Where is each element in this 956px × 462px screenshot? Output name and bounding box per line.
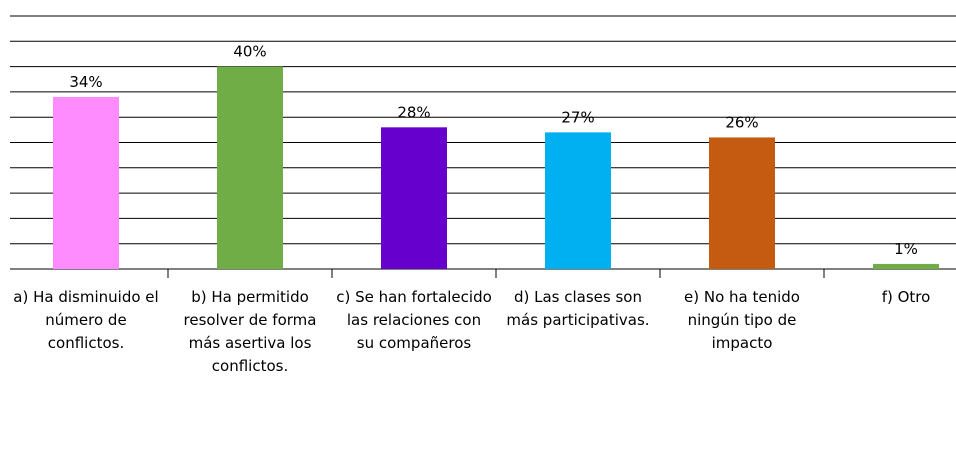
- x-tick-label: e) No ha tenido ningún tipo de impacto: [684, 288, 800, 352]
- x-tick-label: b) Ha permitido resolver de forma más as…: [183, 288, 317, 375]
- bar: [545, 132, 611, 269]
- x-tick-label: a) Ha disminuido el número de conflictos…: [13, 288, 159, 352]
- value-label: 26%: [725, 113, 758, 131]
- bar: [53, 96, 119, 270]
- bar: [873, 263, 939, 269]
- bar: [217, 66, 283, 269]
- value-label: 27%: [561, 108, 594, 126]
- x-tick-label: c) Se han fortalecido las relaciones con…: [336, 288, 492, 352]
- x-tick-label: d) Las clases son más participativas.: [506, 288, 650, 329]
- value-label: 34%: [69, 73, 102, 91]
- value-label: 1%: [894, 240, 918, 258]
- value-label: 28%: [397, 103, 430, 121]
- value-label: 40%: [233, 43, 266, 61]
- bar: [709, 137, 775, 269]
- bar: [381, 127, 447, 269]
- x-tick-label: f) Otro: [881, 288, 931, 306]
